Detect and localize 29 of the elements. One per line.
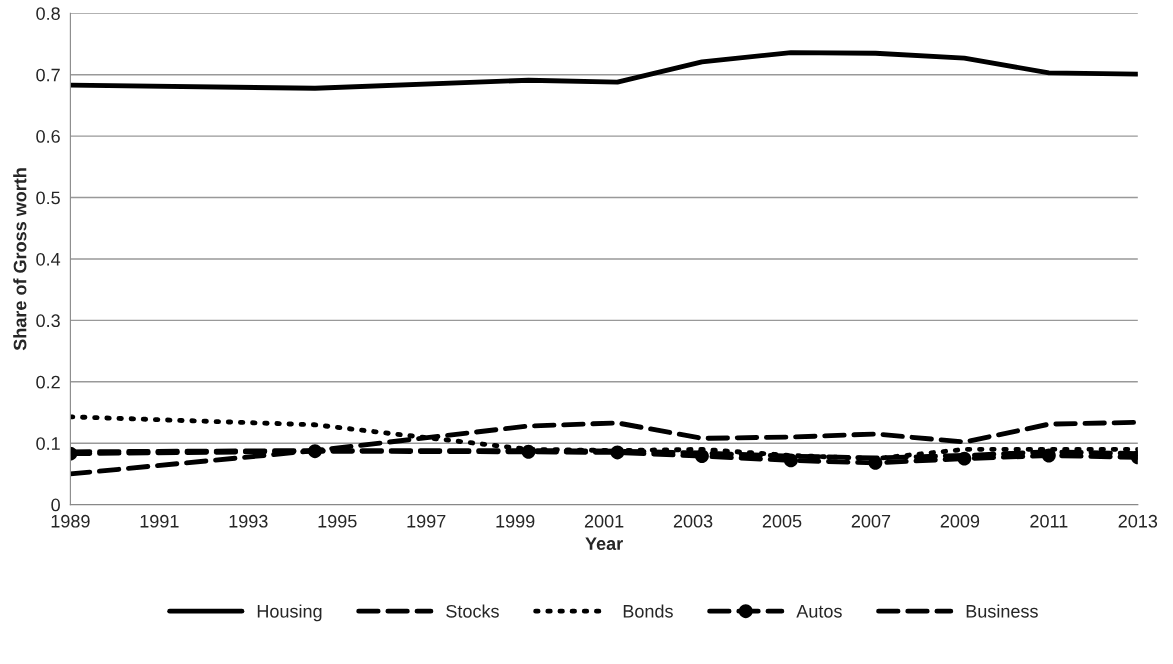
x-tick-label: 1999 — [496, 514, 535, 528]
x-tick-label: 2005 — [762, 514, 802, 528]
y-tick-label: 0.7 — [36, 68, 60, 82]
legend-label: Housing — [257, 604, 322, 622]
y-tick-label: 0.6 — [36, 130, 60, 143]
y-tick-label: 0.1 — [36, 437, 60, 450]
x-tick-label: 1997 — [407, 514, 446, 528]
x-tick-label: 2007 — [851, 514, 891, 528]
legend-label: Autos — [796, 605, 842, 618]
y-tick-label: 0.2 — [36, 375, 60, 389]
y-tick-label: 0.4 — [36, 252, 61, 266]
legend-label: Bonds — [623, 604, 673, 618]
x-tick-label: 1993 — [229, 514, 268, 528]
x-tick-label: 2003 — [673, 514, 713, 528]
y-tick-label: 0.5 — [36, 191, 60, 205]
x-tick-label: 2013 — [1118, 514, 1158, 528]
legend-label: Business — [966, 604, 1038, 618]
y-tick-label: 0.8 — [36, 7, 60, 20]
x-tick-label: 1991 — [140, 514, 179, 528]
y-axis-title: Share of Gross worth — [13, 168, 27, 351]
x-tick-label: 1995 — [318, 514, 357, 528]
y-tick-label: 0.3 — [36, 314, 60, 328]
legend-label: Stocks — [446, 604, 499, 618]
x-axis-title: Year — [585, 537, 623, 551]
x-tick-label: 2011 — [1030, 514, 1068, 528]
x-tick-label: 1989 — [51, 514, 90, 528]
y-tick-label: 0 — [51, 498, 60, 512]
x-tick-label: 2001 — [584, 514, 624, 528]
x-tick-label: 2009 — [940, 514, 980, 528]
